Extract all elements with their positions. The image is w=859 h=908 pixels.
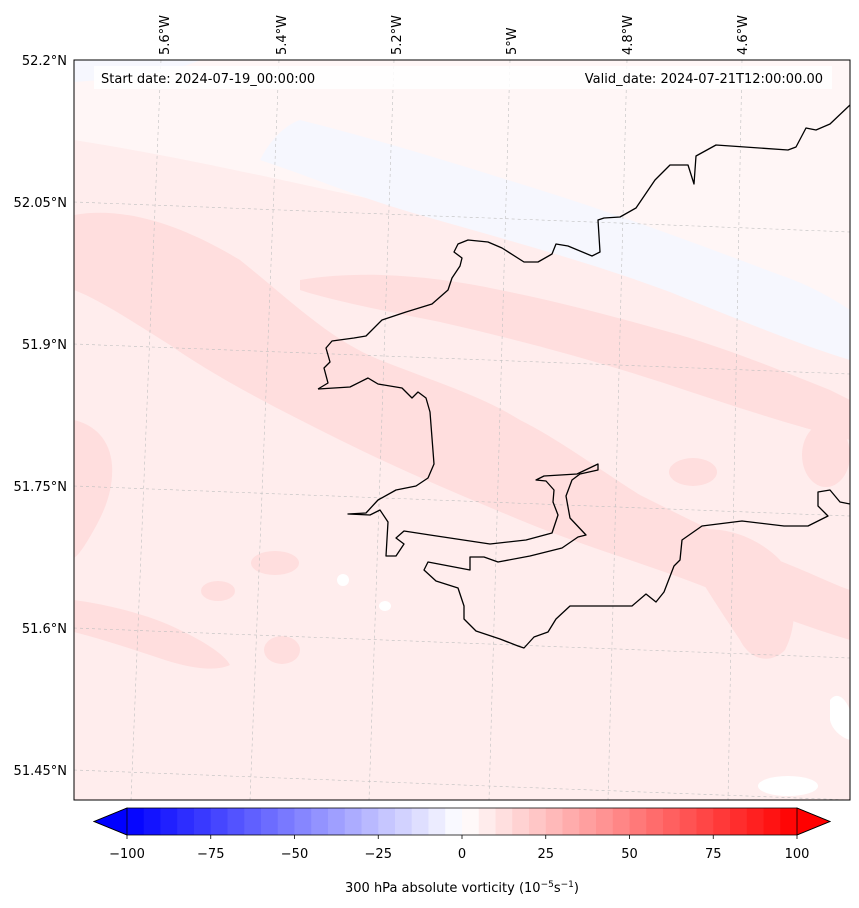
vorticity-field-mid-west — [74, 420, 113, 558]
coastline-north — [317, 104, 850, 390]
lat-label-51.6N: 51.6°N — [22, 622, 67, 637]
map-panel: Start date: 2024-07-19_00:00:00 Valid_da… — [74, 60, 850, 800]
colorbar-label-exp2: −1 — [561, 880, 574, 890]
colorbar-segment — [127, 808, 145, 835]
colorbar-segment — [210, 808, 229, 835]
colorbar-segment — [344, 808, 363, 835]
valid-date-label: Valid_date: 2024-07-21T12:00:00.00 — [585, 72, 823, 87]
lon-label-5.2W: 5.2°W — [390, 15, 405, 55]
colorbar-segment — [361, 808, 379, 835]
colorbar-segment — [679, 808, 698, 835]
colorbar: −100 −75 −50 −25 0 25 50 75 100 300 hPa absolute… — [92, 807, 832, 896]
colorbar-extend-max — [796, 807, 832, 836]
colorbar-segment — [612, 808, 631, 835]
lat-label-51.75N: 51.75°N — [14, 480, 67, 495]
colorbar-segments — [127, 808, 798, 835]
colorbar-segment — [646, 808, 664, 835]
colorbar-segment — [160, 808, 178, 835]
colorbar-segment — [579, 808, 597, 835]
colorbar-segment — [227, 808, 245, 835]
colorbar-segment — [143, 808, 162, 835]
vorticity-field-zero-2 — [379, 601, 391, 611]
colorbar-segment — [411, 808, 430, 835]
colorbar-segment — [277, 808, 296, 835]
colorbar-segment — [244, 808, 262, 835]
colorbar-segment — [529, 808, 547, 835]
colorbar-label: 300 hPa absolute vorticity (10−5s−1) — [345, 880, 579, 896]
colorbar-tick-label: 75 — [705, 847, 722, 862]
colorbar-segment — [562, 808, 580, 835]
lon-label-5.6W: 5.6°W — [158, 15, 173, 55]
vorticity-field-mid-south — [74, 600, 230, 669]
vorticity-field-mid-se — [690, 529, 795, 659]
latitude-labels: 52.2°N 52.05°N 51.9°N 51.75°N 51.6°N 51.… — [14, 54, 67, 779]
colorbar-segment — [629, 808, 647, 835]
vorticity-field-blob-1 — [251, 551, 299, 575]
vorticity-field-zero-1 — [337, 574, 349, 586]
colorbar-extend-min — [92, 807, 128, 836]
colorbar-segment — [478, 808, 497, 835]
colorbar-segment — [780, 808, 798, 835]
colorbar-segment — [763, 808, 781, 835]
vorticity-field-blob-4 — [669, 458, 717, 486]
colorbar-segment — [746, 808, 765, 835]
lat-label-51.9N: 51.9°N — [22, 338, 67, 353]
colorbar-tick-label: 50 — [621, 847, 638, 862]
lon-label-5W: 5°W — [505, 27, 520, 55]
lon-label-4.8W: 4.8°W — [621, 15, 636, 55]
colorbar-segment — [596, 808, 614, 835]
coastline-st-brides-bay — [317, 377, 850, 649]
date-label-background — [94, 66, 832, 89]
colorbar-label-text: 300 hPa absolute vorticity (10 — [345, 881, 541, 896]
lon-label-4.6W: 4.6°W — [736, 15, 751, 55]
vorticity-field-blob-3 — [264, 636, 300, 664]
colorbar-tick-label: −100 — [109, 847, 145, 862]
vorticity-field-mid-band — [74, 212, 850, 640]
vorticity-field-blob-2 — [201, 581, 235, 601]
colorbar-label-end: ) — [574, 881, 579, 896]
lat-label-52.05N: 52.05°N — [14, 196, 67, 211]
colorbar-tick-label: 25 — [537, 847, 554, 862]
colorbar-tick-label: −50 — [281, 847, 308, 862]
colorbar-segment — [194, 808, 212, 835]
colorbar-segment — [311, 808, 329, 835]
colorbar-segment — [177, 808, 195, 835]
vorticity-field-zero-3 — [758, 776, 818, 796]
vorticity-field-negative — [260, 120, 850, 360]
colorbar-label-exp1: −5 — [541, 880, 554, 890]
colorbar-tick-label: −75 — [197, 847, 224, 862]
colorbar-segment — [261, 808, 279, 835]
colorbar-segment — [328, 808, 346, 835]
colorbar-label-mid: s — [554, 881, 561, 896]
colorbar-ticks: −100 −75 −50 −25 0 25 50 75 100 — [109, 835, 809, 862]
vorticity-field-mid-north — [300, 274, 850, 440]
lat-label-52.2N: 52.2°N — [22, 54, 67, 69]
colorbar-segment — [495, 808, 513, 835]
colorbar-segment — [378, 808, 396, 835]
colorbar-segment — [730, 808, 748, 835]
vorticity-field-blob-5 — [802, 423, 850, 487]
start-date-label: Start date: 2024-07-19_00:00:00 — [101, 72, 315, 87]
colorbar-segment — [696, 808, 714, 835]
colorbar-segment — [713, 808, 731, 835]
colorbar-segment — [663, 808, 681, 835]
colorbar-segment — [512, 808, 530, 835]
map-frame — [73, 59, 851, 801]
colorbar-segment — [395, 808, 413, 835]
colorbar-segment — [462, 808, 480, 835]
coastline — [317, 104, 850, 649]
colorbar-tick-label: −25 — [365, 847, 392, 862]
colorbar-segment — [294, 808, 312, 835]
colorbar-tick-label: 0 — [458, 847, 466, 862]
colorbar-segment — [445, 808, 463, 835]
colorbar-segment — [428, 808, 446, 835]
lon-label-5.4W: 5.4°W — [275, 15, 290, 55]
colorbar-segment — [545, 808, 564, 835]
longitude-labels: 5.6°W 5.4°W 5.2°W 5°W 4.8°W 4.6°W — [158, 15, 751, 55]
colorbar-tick-label: 100 — [785, 847, 810, 862]
vorticity-field-zero-4 — [830, 695, 850, 740]
lat-label-51.45N: 51.45°N — [14, 764, 67, 779]
